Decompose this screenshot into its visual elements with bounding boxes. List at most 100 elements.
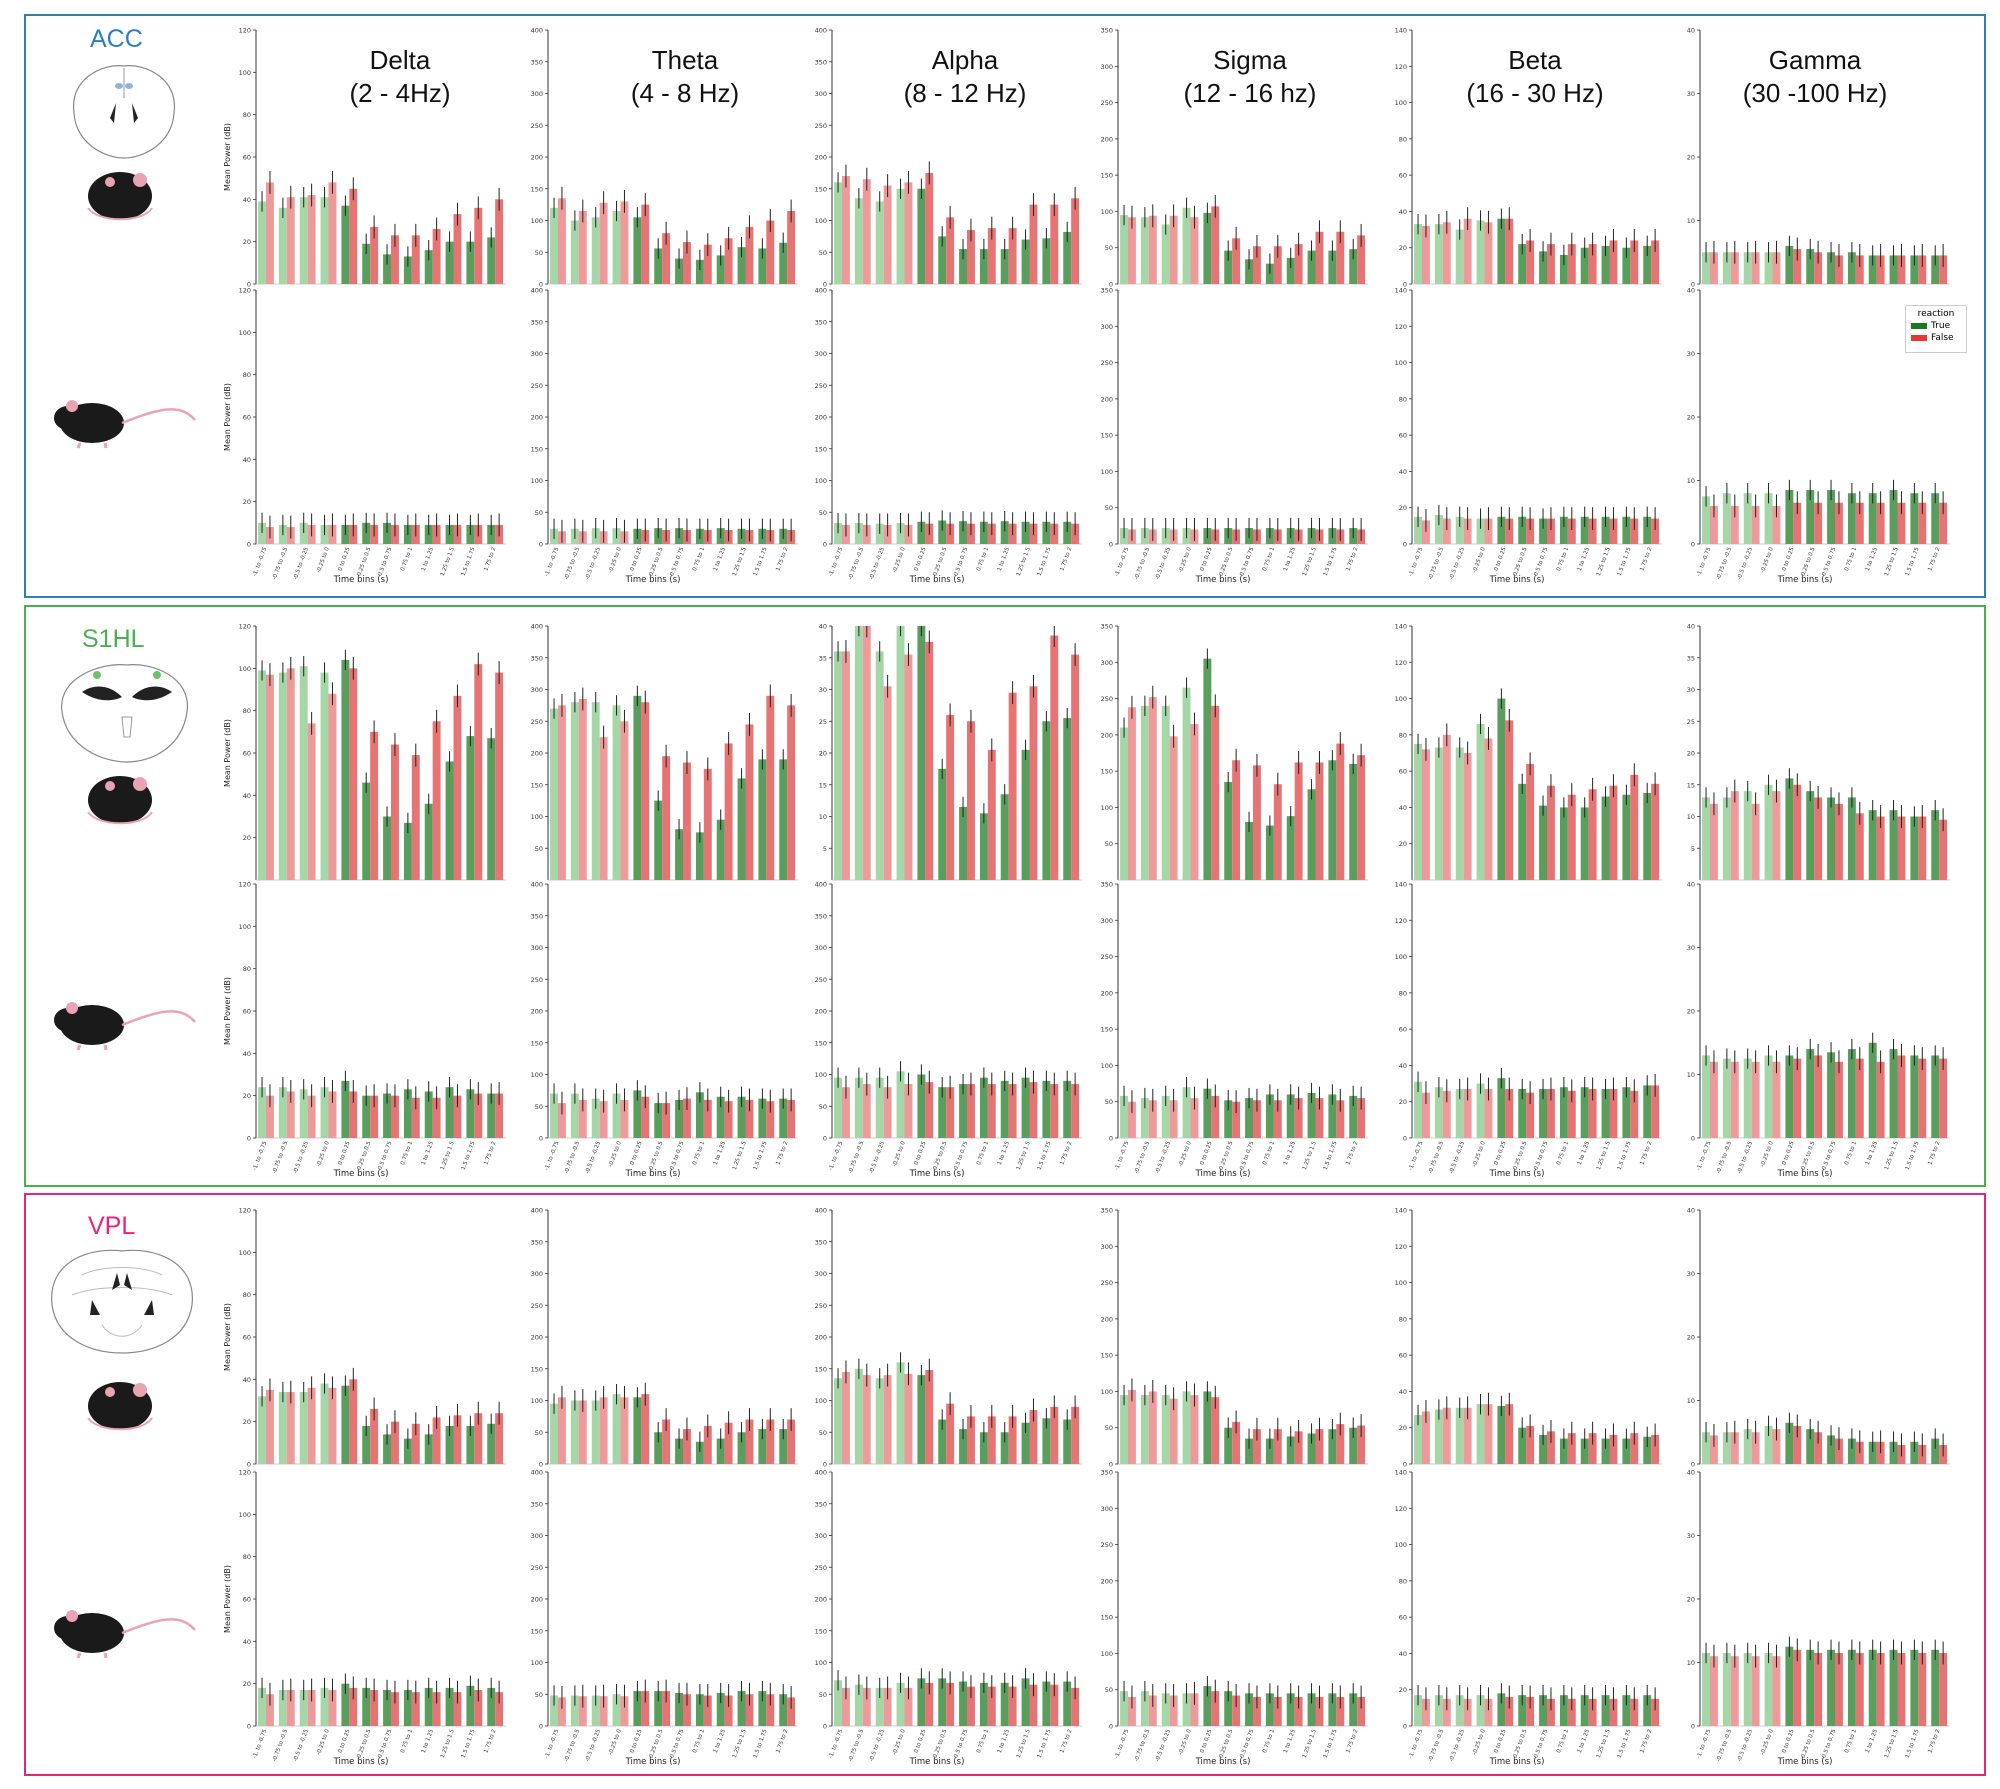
x-tick-label: 0 to 0.25 (338, 1728, 352, 1754)
bar-true (938, 1419, 947, 1464)
bar-true (570, 702, 579, 880)
bar-true (959, 1681, 967, 1726)
x-tick-label: 1.5 to 1.75 (1323, 1728, 1339, 1759)
y-tick-label: 10 (1687, 477, 1695, 485)
y-tick-label: 20 (1399, 504, 1407, 512)
bar-true (875, 1077, 884, 1138)
bar-false (1567, 244, 1576, 284)
bar-true (1643, 516, 1652, 544)
bar-true (1622, 1438, 1631, 1464)
y-tick-label: 50 (535, 1429, 543, 1437)
y-tick-label: 50 (819, 1429, 827, 1437)
bar-false (1793, 249, 1802, 284)
bar-true (758, 1429, 767, 1464)
bar-true (1063, 521, 1072, 544)
bar-true (1559, 807, 1568, 880)
x-tick-label: 0.5 to 0.75 (1533, 1728, 1549, 1759)
y-tick-label: 80 (1399, 731, 1407, 739)
y-tick-label: 100 (239, 1249, 251, 1257)
bar-false (1918, 1652, 1927, 1726)
x-tick-label: 1.25 to 1.5 (1016, 546, 1032, 577)
bar-true (1286, 816, 1295, 880)
bar-true (1580, 1087, 1589, 1138)
bar-false (1710, 1435, 1718, 1464)
bar-true (675, 1438, 683, 1464)
bar-false (307, 195, 316, 284)
bar-true (1161, 705, 1170, 880)
bar-true (383, 522, 391, 544)
x-tick-label: 1 to 1.25 (713, 1728, 727, 1754)
bar-false (1463, 1698, 1472, 1726)
bar-true (1827, 252, 1835, 284)
bar-false (349, 1379, 358, 1464)
bar-false (787, 705, 796, 880)
y-tick-label: 140 (1395, 623, 1407, 631)
y-tick-label: 30 (1687, 944, 1695, 952)
y-tick-label: 80 (1399, 989, 1407, 997)
bar-true (1643, 1436, 1652, 1464)
bar-false (599, 1397, 608, 1464)
y-tick-label: 40 (243, 196, 251, 204)
bar-true (834, 1077, 842, 1138)
y-tick-label: 40 (1687, 27, 1695, 35)
x-tick-label: 1 to 1.25 (997, 546, 1011, 572)
bar-true (1743, 493, 1752, 544)
y-tick-label: 100 (1101, 804, 1113, 812)
bar-true (1414, 1695, 1422, 1726)
bar-true (1622, 794, 1631, 880)
bar-false (1008, 228, 1017, 284)
x-tick-label: 1.75 to 2 (775, 1729, 789, 1754)
bar-true (445, 761, 454, 880)
bar-true (1203, 1686, 1212, 1726)
bar-false (495, 1093, 504, 1138)
y-tick-label: 300 (1101, 1243, 1113, 1251)
y-tick-label: 250 (531, 382, 543, 390)
bar-true (1328, 760, 1337, 880)
x-tick-label: 1.75 to 2 (1639, 1729, 1653, 1754)
bar-false (1148, 697, 1157, 880)
y-tick-label: 80 (243, 707, 251, 715)
bar-false (286, 668, 295, 880)
bar-true (896, 1071, 905, 1138)
bar-false (662, 1103, 671, 1138)
bar-false (411, 235, 420, 284)
x-tick-label: -0.75 to -0.5 (848, 1728, 865, 1762)
bar-true (758, 1691, 767, 1726)
bar-true (1120, 1395, 1128, 1464)
bar-true (1182, 207, 1191, 284)
bar-true (1042, 238, 1051, 284)
y-tick-label: 200 (1101, 731, 1113, 739)
bar-true (320, 1383, 329, 1464)
bar-true (1140, 217, 1149, 284)
bar-false (641, 1096, 650, 1138)
bar-true (1497, 1693, 1506, 1726)
chart-acc-row2-alpha: 0 50 100 150 200 250 300 350 400 -1. to -0.75 -0.7… (815, 287, 1082, 585)
x-tick-label: 0.75 to 1 (1262, 547, 1276, 572)
bar-false (1463, 753, 1472, 880)
y-axis-label: Mean Power (dB) (223, 123, 232, 191)
bar-false (1651, 1434, 1660, 1464)
bar-true (1455, 516, 1464, 544)
y-tick-label: 80 (243, 1291, 251, 1299)
y-tick-label: 250 (815, 1564, 827, 1572)
x-tick-label: 0.5 to 0.75 (669, 1728, 685, 1759)
y-tick-label: 200 (531, 1334, 543, 1342)
x-tick-label: 0.5 to 0.75 (1533, 546, 1549, 577)
bar-false (1050, 204, 1059, 284)
bar-true (1785, 1646, 1794, 1726)
bar-false (1294, 1696, 1303, 1726)
bar-true (1559, 254, 1568, 284)
bar-false (1814, 502, 1823, 544)
y-tick-label: 150 (531, 781, 543, 789)
bar-true (278, 1087, 287, 1138)
bar-true (1722, 1652, 1731, 1726)
y-tick-label: 0 (247, 1723, 251, 1731)
x-tick-label: 1 to 1.25 (1577, 546, 1591, 572)
y-tick-label: 100 (815, 1071, 827, 1079)
x-tick-label: -0.75 to -0.5 (564, 1728, 581, 1762)
bar-true (979, 1077, 988, 1138)
x-tick-label: 0 to 0.25 (1494, 546, 1508, 572)
bar-true (1245, 821, 1253, 880)
y-tick-label: 350 (1101, 1469, 1113, 1477)
chart-vpl-row2-beta: 0 20 40 60 80 100 120 140 -1. to -0.75 -0.75 to -… (1395, 1469, 1662, 1767)
